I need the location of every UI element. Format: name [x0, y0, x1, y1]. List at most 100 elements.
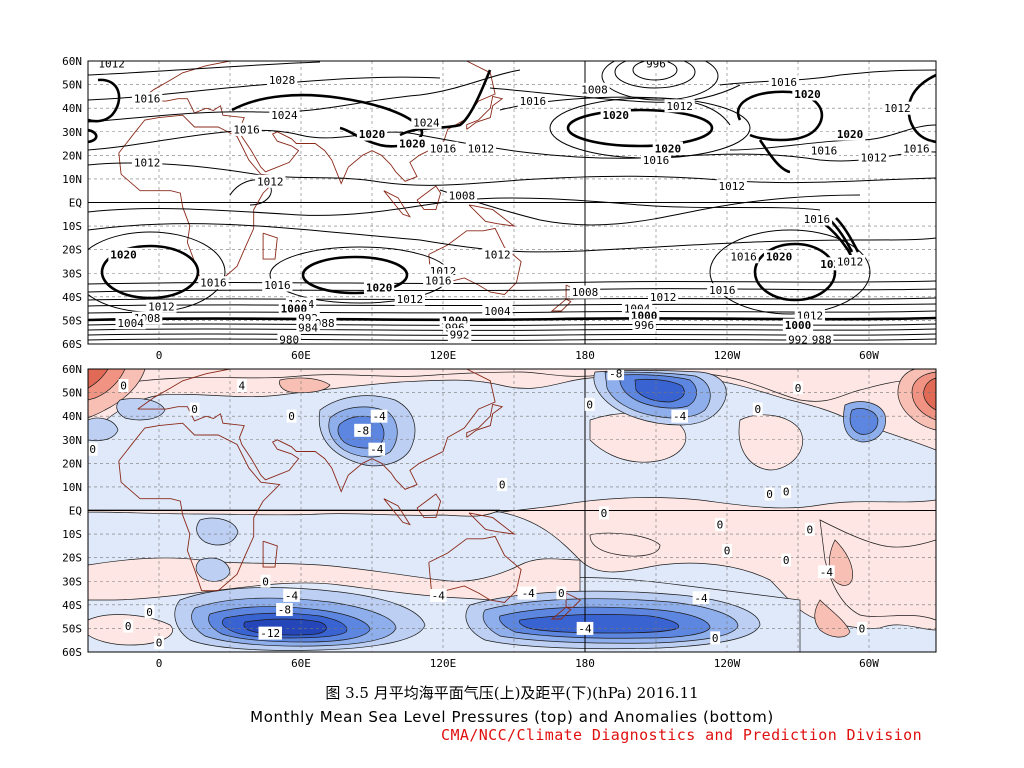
contour-label-bg: [118, 379, 129, 393]
contour-label-bg: [768, 75, 799, 89]
contour-label-bg: [429, 588, 447, 602]
contour-label-bg: [277, 332, 301, 344]
contour-label-bg: [517, 94, 549, 108]
contour-label: 0: [499, 479, 506, 492]
coastlines: [118, 369, 582, 620]
contour-label-bg: [497, 478, 508, 492]
contour-label: 1016: [233, 123, 260, 136]
latitude-label: 10N: [62, 173, 82, 186]
contour-label-bg: [644, 61, 668, 70]
contour-label: 1016: [811, 145, 838, 158]
contour-label: 1016: [709, 284, 736, 297]
contour-label: 0: [783, 486, 790, 499]
longitude-label: 180: [575, 349, 595, 362]
contour-label: 1012: [837, 255, 864, 268]
longitude-label: 120E: [430, 349, 457, 362]
source-credit: CMA/NCC/Climate Diagnostics and Predicti…: [441, 726, 922, 744]
contour-label-bg: [804, 522, 815, 536]
contour-label-bg: [88, 442, 98, 456]
contour-label-bg: [482, 247, 513, 261]
contour-label-bg: [231, 122, 262, 136]
contour-label-bg: [856, 621, 867, 635]
contour-label-bg: [652, 141, 683, 155]
latitude-label: 40N: [62, 102, 82, 115]
coastline: [468, 204, 516, 227]
contour-label: 1016: [425, 274, 452, 287]
contour-label-bg: [692, 591, 710, 605]
contour-label-bg: [482, 304, 513, 318]
contour-label-bg: [115, 316, 146, 330]
contour-label: 1012: [468, 142, 495, 155]
coastline: [416, 493, 442, 519]
longitude-label: 60E: [291, 349, 311, 362]
contour-label-bg: [236, 379, 247, 393]
latitude-label: 60S: [62, 646, 82, 659]
contour-label: 1012: [257, 175, 284, 188]
contour-label-bg: [370, 409, 388, 423]
longitude-label: 120W: [714, 657, 741, 670]
contour-label-bg: [189, 402, 200, 416]
contour-label: 1020: [399, 138, 426, 151]
contour-label: -4: [372, 410, 386, 423]
contour-label: 1020: [366, 281, 393, 294]
latitude-label: 20N: [62, 457, 82, 470]
contour-label: 0: [156, 637, 163, 650]
contour-label: 1020: [655, 142, 682, 155]
contour-label: 1000: [785, 319, 812, 332]
contour-label-bg: [255, 174, 286, 188]
contour-label: 1020: [603, 109, 630, 122]
coastline: [262, 232, 278, 260]
contour-label-bg: [576, 621, 594, 635]
contour-label: 1016: [903, 142, 930, 155]
contour-label-bg: [834, 127, 866, 141]
coastline: [383, 498, 411, 526]
longitude-label: 120W: [714, 349, 741, 362]
latitude-label: 50N: [62, 79, 82, 92]
contour-label-bg: [465, 141, 497, 155]
contour-label-bg: [132, 155, 163, 169]
contour-label: 1020: [359, 128, 386, 141]
contour-label: -4: [285, 589, 299, 602]
contour-label: 1008: [449, 189, 476, 202]
contour-label: -8: [356, 424, 369, 437]
contour-label: 988: [812, 333, 832, 346]
contour-label-bg: [801, 212, 833, 226]
longitude-label: 60W: [859, 349, 879, 362]
contour-label-bg: [764, 487, 775, 501]
contour-label: -12: [260, 627, 280, 640]
figure-caption-chinese: 图 3.5 月平均海平面气压(上)及距平(下)(hPa) 2016.11: [325, 684, 699, 702]
contour-label-bg: [671, 409, 688, 423]
latitude-label: 30N: [62, 434, 82, 447]
contour-label-bg: [258, 626, 282, 640]
latitude-label: 20S: [62, 552, 82, 565]
latitude-label: 10S: [62, 220, 82, 233]
contour-label: 1012: [484, 248, 511, 261]
coastline: [118, 422, 281, 592]
contour-label-bg: [427, 141, 459, 155]
contour-label-bg: [752, 402, 763, 416]
contour-label: -4: [522, 587, 536, 600]
contour-label: 1012: [718, 180, 745, 193]
contour-label: 1016: [134, 93, 161, 106]
contour-label-bg: [600, 108, 631, 122]
contour-label: -8: [609, 368, 622, 381]
contour-label: 0: [262, 575, 269, 588]
contour-label: 1016: [771, 76, 798, 89]
contour-label: -4: [578, 622, 592, 635]
contour-label-bg: [266, 73, 298, 87]
contour-label: 1012: [134, 156, 161, 169]
latitude-label: 40S: [62, 291, 82, 304]
coastline: [466, 403, 504, 438]
latitude-label: 30S: [62, 575, 82, 588]
contour-label: 0: [191, 403, 198, 416]
latitude-label: 60N: [62, 363, 82, 376]
longitude-label: 0: [156, 657, 163, 670]
longitude-label: 60W: [859, 657, 879, 670]
contour-label: 996: [634, 319, 654, 332]
contour-label: 0: [754, 403, 761, 416]
contour-label-bg: [579, 82, 610, 96]
anomaly-labels: 40000-4-8-4-80-400000-40000000-4-4-8-12-…: [88, 368, 867, 650]
contour-label-bg: [423, 273, 454, 287]
contour-label-bg: [763, 250, 795, 264]
